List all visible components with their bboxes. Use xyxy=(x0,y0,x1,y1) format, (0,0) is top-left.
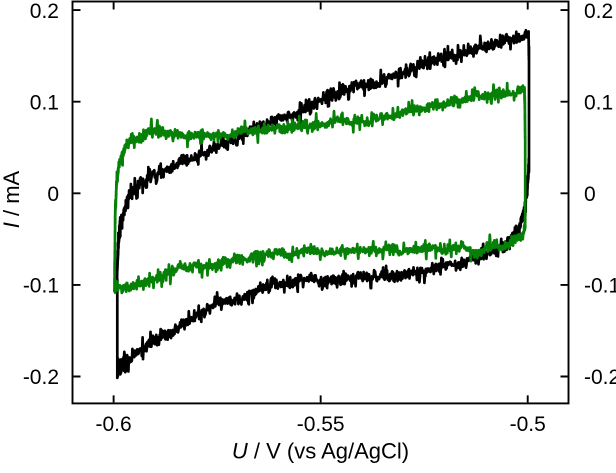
svg-text:0: 0 xyxy=(584,183,596,206)
svg-text:-0.2: -0.2 xyxy=(23,366,59,389)
svg-text:U / V (vs Ag/AgCl): U / V (vs Ag/AgCl) xyxy=(232,439,409,464)
svg-text:-0.55: -0.55 xyxy=(297,413,345,436)
svg-text:0.2: 0.2 xyxy=(30,0,59,23)
svg-text:-0.1: -0.1 xyxy=(584,275,616,298)
svg-text:0.1: 0.1 xyxy=(30,91,59,114)
svg-text:I / mA: I / mA xyxy=(0,170,24,228)
svg-text:0.2: 0.2 xyxy=(584,0,613,23)
svg-text:0.1: 0.1 xyxy=(584,91,613,114)
svg-text:0: 0 xyxy=(47,183,59,206)
svg-text:-0.5: -0.5 xyxy=(510,413,546,436)
svg-text:-0.2: -0.2 xyxy=(584,366,616,389)
svg-text:-0.6: -0.6 xyxy=(96,413,132,436)
svg-text:-0.1: -0.1 xyxy=(23,275,59,298)
